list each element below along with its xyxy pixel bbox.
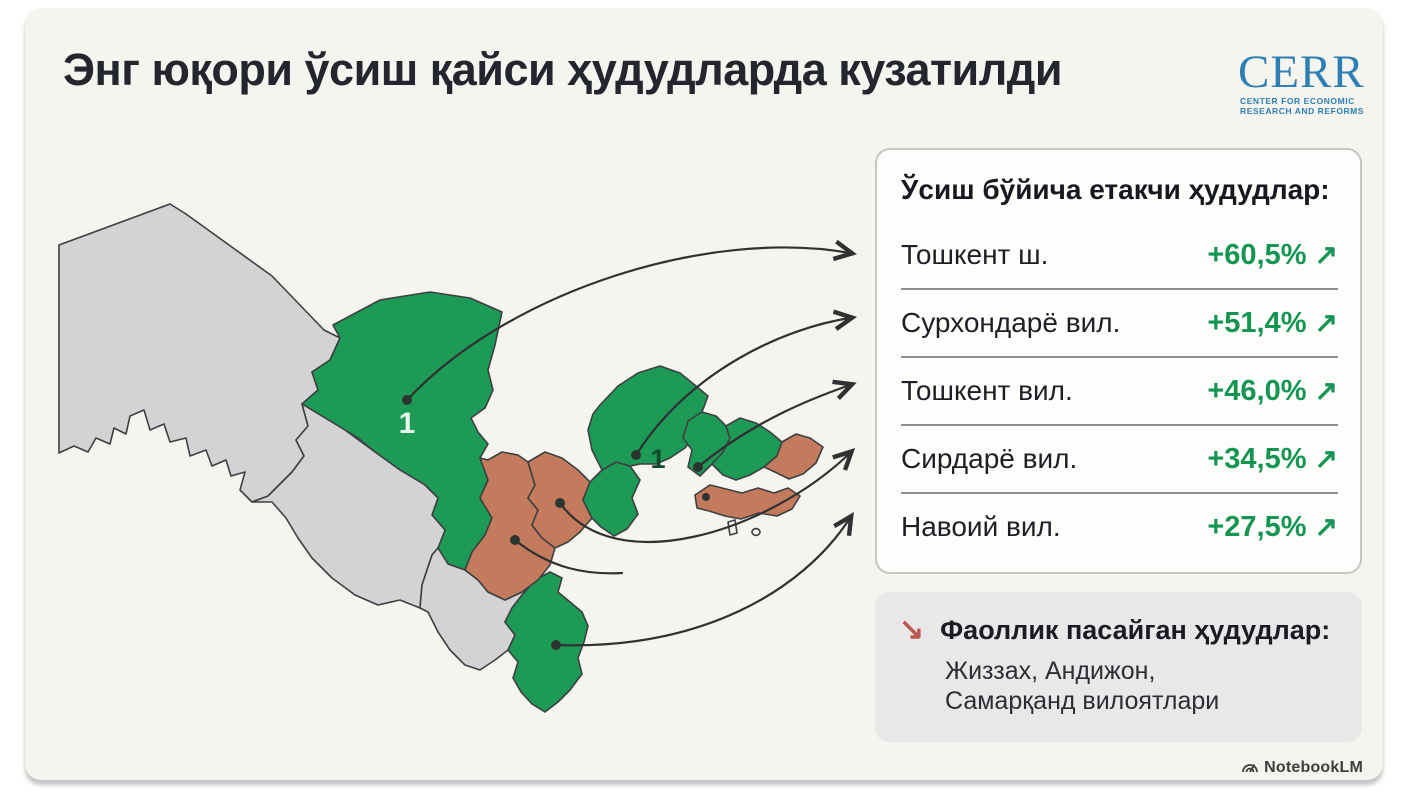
callout-line-surkhandarya — [634, 309, 858, 457]
uzbekistan-map-svg: 1 1 — [58, 203, 858, 713]
region-tashkent-region — [587, 365, 709, 471]
up-right-arrow-icon: ↗ — [1314, 238, 1338, 270]
notebooklm-label: NotebookLM — [1264, 759, 1363, 776]
region-label: Сирдарё вил. — [901, 443, 1078, 474]
growth-value: +27,5% — [1207, 510, 1307, 543]
map-dot-tashkent-city — [693, 462, 703, 472]
region-label: Сурхондарё вил. — [901, 307, 1121, 338]
growth-value: +46,0% — [1207, 374, 1307, 407]
declining-regions-list: Жиззах, Андижон, Самарқанд вилоятлари — [945, 657, 1220, 715]
page-title: Энг юқори ўсиш қайси ҳудудларда кузатилд… — [63, 44, 1063, 95]
callout-stub-samarkand — [513, 538, 624, 575]
region-enclave-2 — [751, 527, 761, 537]
up-right-arrow-icon: ↗ — [1314, 510, 1338, 542]
infographic-card: Энг юқори ўсиш қайси ҳудудларда кузатилд… — [25, 8, 1383, 780]
leader-row-surkhandarya: Сурхондарё вил. +51,4% ↗ — [901, 288, 1338, 356]
region-karakalpakstan — [58, 203, 341, 503]
map-dot-jizzakh — [555, 498, 565, 508]
growth-leaders-panel: Ўсиш бўйича етакчи ҳудудлар: Тошкент ш. … — [875, 148, 1362, 574]
callout-line-syrdarya — [558, 448, 856, 544]
region-bukhara — [251, 403, 446, 609]
declining-regions-title: Фаоллик пасайган ҳудудлар: — [940, 615, 1331, 645]
cerr-logo-tagline: CENTER FOR ECONOMIC RESEARCH AND REFORMS — [1240, 96, 1365, 116]
region-label: Тошкент вил. — [901, 375, 1073, 406]
region-label: Навоий вил. — [901, 511, 1061, 542]
down-right-arrow-icon: ↘ — [899, 613, 925, 646]
up-right-arrow-icon: ↗ — [1314, 442, 1338, 474]
map-dot-samarkand — [510, 535, 520, 545]
map-marker-tashkent: 1 — [650, 444, 665, 474]
notebooklm-watermark: NotebookLM — [1241, 759, 1363, 777]
region-syrdarya — [582, 461, 641, 537]
region-fergana — [694, 484, 801, 520]
cerr-logo-word: CERR — [1238, 46, 1365, 98]
leader-row-navoiy: Навоий вил. +27,5% ↗ — [901, 492, 1338, 560]
uzbekistan-map: 1 1 — [40, 180, 890, 788]
region-label: Тошкент ш. — [901, 239, 1049, 270]
callout-line-tashkent-region — [696, 379, 857, 469]
callout-line-navoiy — [554, 512, 854, 647]
notebooklm-icon — [1242, 764, 1259, 773]
region-surkhandarya — [504, 571, 589, 713]
up-right-arrow-icon: ↗ — [1314, 306, 1338, 338]
leader-row-tashkent-region: Тошкент вил. +46,0% ↗ — [901, 356, 1338, 424]
region-andijan — [763, 433, 824, 480]
map-marker-navoiy: 1 — [399, 407, 416, 440]
growth-value: +60,5% — [1207, 238, 1307, 271]
callout-line-tashkent-city — [405, 239, 858, 402]
leader-row-tashkent-city: Тошкент ш. +60,5% ↗ — [901, 222, 1338, 288]
map-dot-tashkent-region — [631, 450, 641, 460]
leader-row-syrdarya: Сирдарё вил. +34,5% ↗ — [901, 424, 1338, 492]
up-right-arrow-icon: ↗ — [1314, 374, 1338, 406]
map-dot-surkhandarya — [551, 640, 561, 650]
cerr-logo: CERR CENTER FOR ECONOMIC RESEARCH AND RE… — [1238, 46, 1388, 117]
declining-regions-panel: ↘ Фаоллик пасайган ҳудудлар: Жиззах, Анд… — [875, 592, 1362, 742]
map-dot-fergana — [702, 493, 710, 501]
growth-leaders-title: Ўсиш бўйича етакчи ҳудудлар: — [901, 174, 1330, 205]
growth-value: +51,4% — [1207, 306, 1307, 339]
map-dot-navoiy — [402, 395, 412, 405]
growth-value: +34,5% — [1207, 442, 1307, 475]
